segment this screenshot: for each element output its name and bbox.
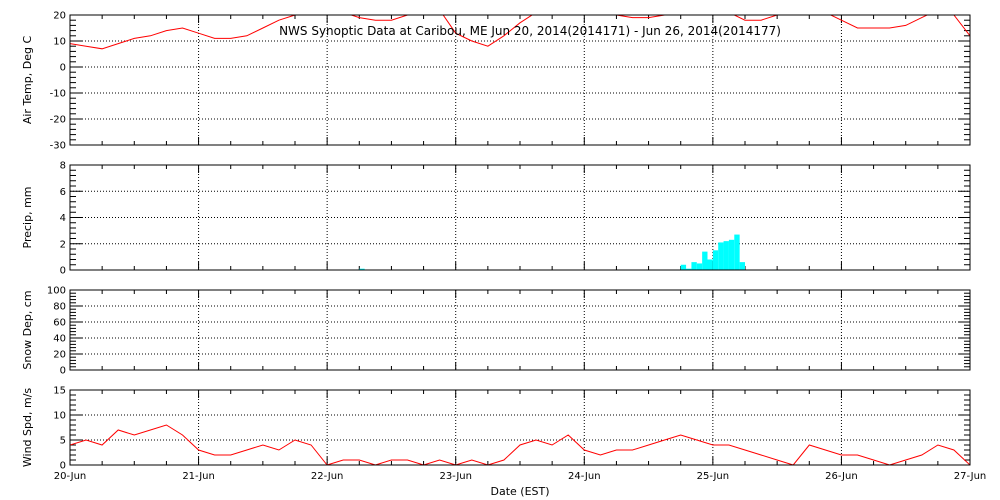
precip-bar bbox=[702, 251, 708, 270]
air-temp-y-axis-title: Air Temp, Deg C bbox=[21, 36, 34, 125]
wind-speed-series-line bbox=[70, 424, 970, 465]
precip-bar bbox=[718, 242, 724, 270]
air-temp-data bbox=[70, 15, 970, 50]
wind-speed-ytick-label: 10 bbox=[53, 411, 66, 422]
precip-bar bbox=[686, 268, 692, 270]
snow-depth-frame bbox=[69, 289, 971, 371]
precip-frame bbox=[69, 164, 971, 271]
air-temp-frame bbox=[69, 14, 971, 146]
wind-speed-data bbox=[70, 424, 970, 465]
snow-depth-ytick-label: 20 bbox=[53, 350, 66, 361]
x-tick-label: 27-Jun bbox=[954, 471, 987, 482]
snow-depth-panel: 0 20 40 60 80 100 Snow Dep, cm bbox=[21, 286, 971, 377]
snow-depth-ytick-label: 0 bbox=[60, 366, 66, 377]
wind-speed-ytick-label: 5 bbox=[60, 436, 66, 447]
precip-bar bbox=[739, 262, 745, 270]
x-axis-title: Date (EST) bbox=[490, 485, 549, 498]
precip-ytick-label: 4 bbox=[60, 213, 66, 224]
precip-data bbox=[359, 234, 745, 270]
precip-bar bbox=[691, 262, 697, 270]
snow-depth-ytick-label: 60 bbox=[53, 318, 66, 329]
snow-depth-ytick-label: 80 bbox=[53, 302, 66, 313]
precip-ytick-label: 6 bbox=[60, 187, 66, 198]
precip-ytick-label: 8 bbox=[60, 161, 66, 172]
precip-y-axis-title: Precip, mm bbox=[21, 187, 34, 249]
air-temp-ytick-label: -20 bbox=[50, 115, 66, 126]
x-tick-label: 20-Jun bbox=[54, 471, 87, 482]
precip-bar bbox=[696, 263, 703, 270]
wind-speed-ytick-label: 15 bbox=[53, 386, 66, 397]
air-temp-series-line bbox=[70, 15, 970, 50]
air-temp-ytick-label: 10 bbox=[53, 37, 66, 48]
wind-speed-y-axis-title: Wind Spd, m/s bbox=[21, 388, 34, 468]
x-tick-label: 23-Jun bbox=[439, 471, 472, 482]
precip-bar bbox=[707, 259, 713, 270]
precip-ytick-label: 0 bbox=[60, 266, 66, 277]
air-temp-ytick-label: -10 bbox=[50, 89, 66, 100]
precip-panel: 0 2 4 6 8 Precip, mm bbox=[21, 161, 971, 277]
air-temp-ytick-label: 20 bbox=[53, 11, 66, 22]
x-tick-label: 21-Jun bbox=[182, 471, 215, 482]
snow-depth-ytick-label: 40 bbox=[53, 334, 66, 345]
precip-bar bbox=[680, 264, 687, 270]
wind-speed-frame bbox=[69, 389, 971, 466]
precip-bar bbox=[712, 250, 719, 270]
plot-title: NWS Synoptic Data at Caribou, ME Jun 20,… bbox=[279, 24, 781, 38]
precip-bar bbox=[728, 239, 735, 270]
snow-depth-y-axis-title: Snow Dep, cm bbox=[21, 290, 34, 369]
precip-bar bbox=[734, 234, 740, 270]
x-tick-label: 24-Jun bbox=[568, 471, 601, 482]
x-tick-label: 26-Jun bbox=[825, 471, 858, 482]
wind-speed-ytick-label: 0 bbox=[60, 461, 66, 472]
air-temp-ytick-label: -30 bbox=[50, 141, 66, 152]
precip-ytick-label: 2 bbox=[60, 239, 66, 250]
snow-depth-ytick-label: 100 bbox=[47, 286, 66, 297]
air-temp-ytick-label: 0 bbox=[60, 63, 66, 74]
air-temp-panel: -30 -20 -10 0 10 20 Air Temp, Deg C bbox=[21, 11, 971, 152]
precip-bar bbox=[359, 268, 365, 270]
wind-speed-panel: 0 5 10 15 Wind Spd, m/s 20-Jun 21-Jun 22-Jun 23-… bbox=[21, 386, 986, 483]
x-tick-label: 25-Jun bbox=[697, 471, 730, 482]
precip-bar bbox=[723, 241, 729, 270]
x-tick-label: 22-Jun bbox=[311, 471, 344, 482]
